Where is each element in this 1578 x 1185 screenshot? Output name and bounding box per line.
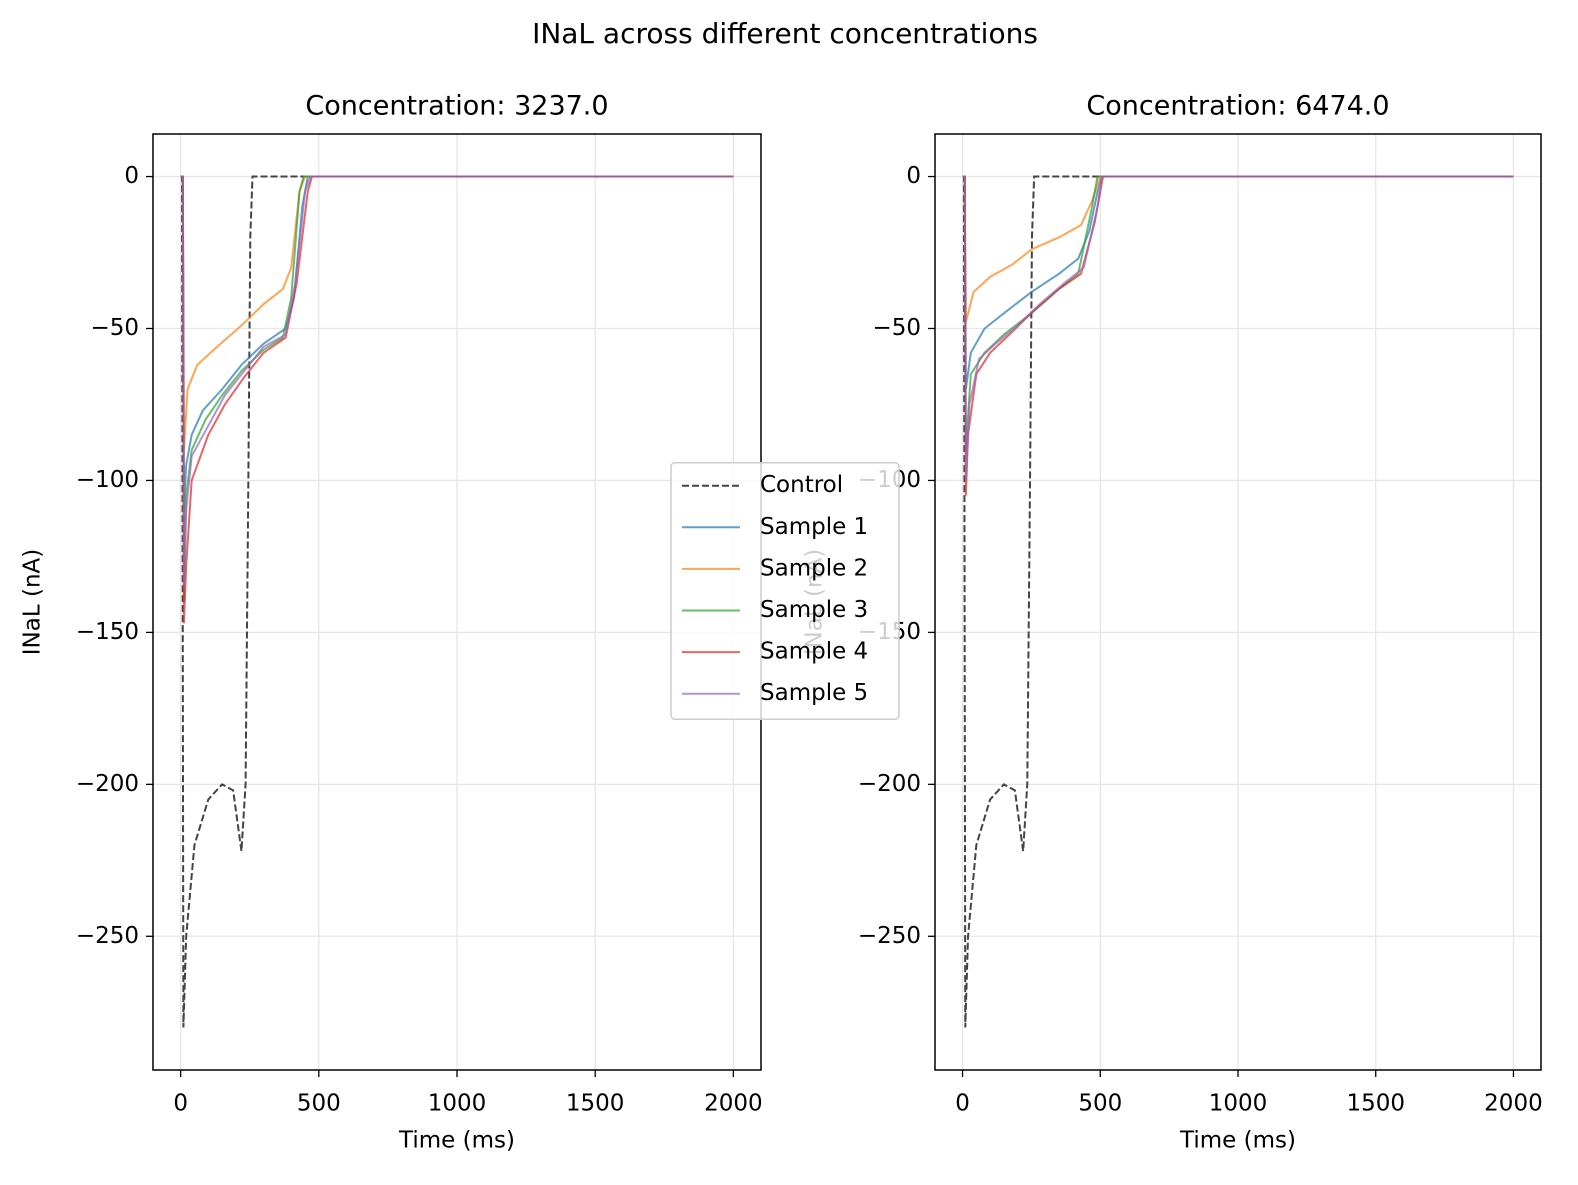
- legend: Control Sample 1 Sample 2 Sample 3 Sample 4 S…: [670, 461, 900, 721]
- x-tick-label: 0: [955, 1091, 970, 1117]
- x-tick-label: 1500: [566, 1091, 625, 1117]
- x-tick-label: 500: [297, 1091, 341, 1117]
- axes-title: Concentration: 6474.0: [1086, 91, 1389, 122]
- y-tick-label: −50: [90, 315, 139, 341]
- axes-title: Concentration: 3237.0: [305, 91, 608, 122]
- axes-frame: [934, 133, 1542, 1071]
- y-tick-label: 0: [124, 163, 139, 189]
- x-tick-label: 2000: [704, 1091, 763, 1117]
- y-tick-label: −250: [76, 923, 139, 949]
- y-tick-label: −50: [872, 315, 921, 341]
- legend-label: Sample 3: [760, 597, 868, 623]
- legend-label: Sample 2: [760, 555, 868, 581]
- plot-area: [180, 175, 734, 1028]
- x-axis-label: Time (ms): [1179, 1128, 1296, 1154]
- y-tick-label: −200: [76, 771, 139, 797]
- x-tick-label: 0: [173, 1091, 188, 1117]
- series-line: [180, 175, 734, 624]
- y-axis-label: INaL (nA): [20, 549, 46, 655]
- y-tick-label: −150: [76, 619, 139, 645]
- x-tick-label: 2000: [1484, 1091, 1543, 1117]
- x-tick-label: 1000: [428, 1091, 487, 1117]
- x-tick-label: 500: [1078, 1091, 1122, 1117]
- legend-label: Sample 1: [760, 514, 868, 540]
- series-line: [180, 175, 734, 587]
- y-tick-label: −200: [858, 771, 921, 797]
- y-tick-label: 0: [906, 163, 921, 189]
- series-line: [962, 175, 1514, 1028]
- x-tick-label: 1000: [1209, 1091, 1268, 1117]
- legend-label: Control: [760, 472, 843, 498]
- legend-label: Sample 5: [760, 680, 868, 706]
- series-line: [962, 175, 1514, 481]
- legend-label: Sample 4: [760, 639, 868, 665]
- series-line: [180, 175, 734, 1028]
- x-tick-label: 1500: [1346, 1091, 1405, 1117]
- figure-title: INaL across different concentrations: [532, 17, 1038, 50]
- x-axis-label: Time (ms): [398, 1128, 515, 1154]
- plot-area: [962, 175, 1514, 1028]
- y-tick-label: −250: [858, 923, 921, 949]
- y-tick-label: −100: [76, 467, 139, 493]
